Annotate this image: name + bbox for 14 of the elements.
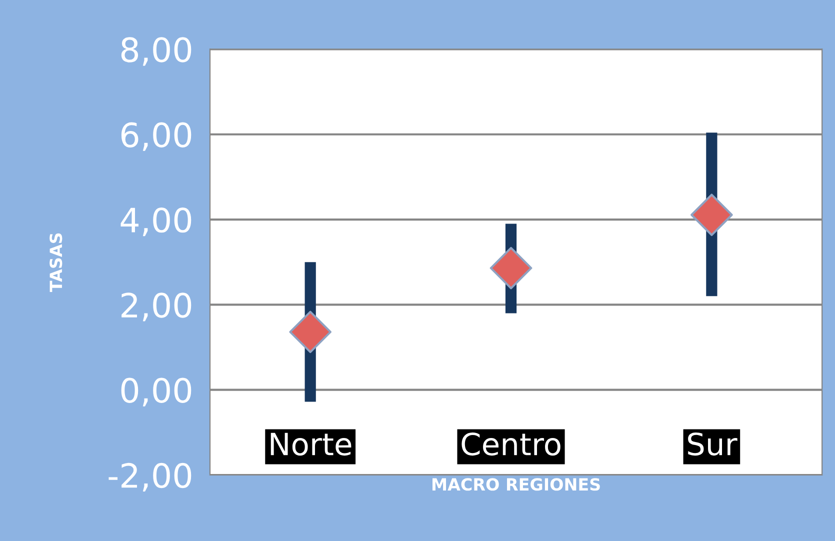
x-tick-label: Norte (270, 432, 352, 456)
y-axis-title: TASAS (50, 233, 62, 292)
x-tick-label: Sur (688, 432, 738, 456)
y-tick-label: 8,00 (121, 37, 192, 66)
y-tick-label: 0,00 (121, 378, 192, 406)
y-tick-label: 2,00 (122, 292, 192, 322)
x-axis-title: MACRO REGIONES (432, 478, 600, 491)
y-tick-label: 6,00 (121, 122, 192, 151)
y-tick-label: 4,00 (120, 207, 192, 236)
x-tick-label: Centro (462, 432, 560, 456)
point (690, 194, 733, 236)
y-tick-label: -2,00 (108, 462, 192, 492)
point (490, 246, 532, 290)
point (289, 310, 332, 354)
